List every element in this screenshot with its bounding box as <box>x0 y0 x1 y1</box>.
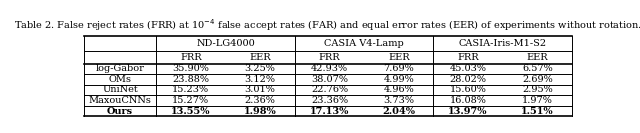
Text: 4.96%: 4.96% <box>383 86 414 94</box>
Text: FRR: FRR <box>319 53 340 62</box>
Text: 2.69%: 2.69% <box>522 75 553 84</box>
Text: 13.55%: 13.55% <box>171 107 211 116</box>
Text: 2.36%: 2.36% <box>244 96 276 105</box>
Text: FRR: FRR <box>457 53 479 62</box>
Text: 38.07%: 38.07% <box>311 75 348 84</box>
Text: 16.08%: 16.08% <box>450 96 486 105</box>
Text: 23.36%: 23.36% <box>311 96 348 105</box>
Text: 2.95%: 2.95% <box>522 86 553 94</box>
Text: UniNet: UniNet <box>102 86 138 94</box>
Text: 2.04%: 2.04% <box>382 107 415 116</box>
Text: 17.13%: 17.13% <box>310 107 349 116</box>
Text: 28.02%: 28.02% <box>449 75 486 84</box>
Text: 22.76%: 22.76% <box>311 86 348 94</box>
Text: 1.51%: 1.51% <box>521 107 554 116</box>
Text: FRR: FRR <box>180 53 202 62</box>
Text: 23.88%: 23.88% <box>172 75 209 84</box>
Text: CASIA V4-Lamp: CASIA V4-Lamp <box>324 39 404 48</box>
Text: 13.97%: 13.97% <box>449 107 488 116</box>
Text: EER: EER <box>250 53 271 62</box>
Text: 3.01%: 3.01% <box>244 86 276 94</box>
Text: 3.12%: 3.12% <box>244 75 276 84</box>
Text: 3.25%: 3.25% <box>244 64 276 73</box>
Text: EER: EER <box>527 53 548 62</box>
Text: 15.60%: 15.60% <box>450 86 486 94</box>
Text: log-Gabor: log-Gabor <box>95 64 145 73</box>
Text: EER: EER <box>388 53 410 62</box>
Text: 45.03%: 45.03% <box>449 64 486 73</box>
Text: 6.57%: 6.57% <box>522 64 553 73</box>
Text: 7.69%: 7.69% <box>383 64 414 73</box>
Text: 3.73%: 3.73% <box>383 96 414 105</box>
Text: 42.93%: 42.93% <box>311 64 348 73</box>
Text: CASIA-Iris-M1-S2: CASIA-Iris-M1-S2 <box>459 39 547 48</box>
Text: 35.90%: 35.90% <box>172 64 209 73</box>
Text: 15.27%: 15.27% <box>172 96 209 105</box>
Text: 1.98%: 1.98% <box>244 107 276 116</box>
Text: MaxouCNNs: MaxouCNNs <box>89 96 152 105</box>
Text: Ours: Ours <box>107 107 133 116</box>
Text: 15.23%: 15.23% <box>172 86 209 94</box>
Text: Table 2. False reject rates (FRR) at 10$^{-4}$ false accept rates (FAR) and equa: Table 2. False reject rates (FRR) at 10$… <box>14 18 640 33</box>
Text: ND-LG4000: ND-LG4000 <box>196 39 255 48</box>
Text: 4.99%: 4.99% <box>383 75 414 84</box>
Text: OMs: OMs <box>109 75 132 84</box>
Text: 1.97%: 1.97% <box>522 96 553 105</box>
